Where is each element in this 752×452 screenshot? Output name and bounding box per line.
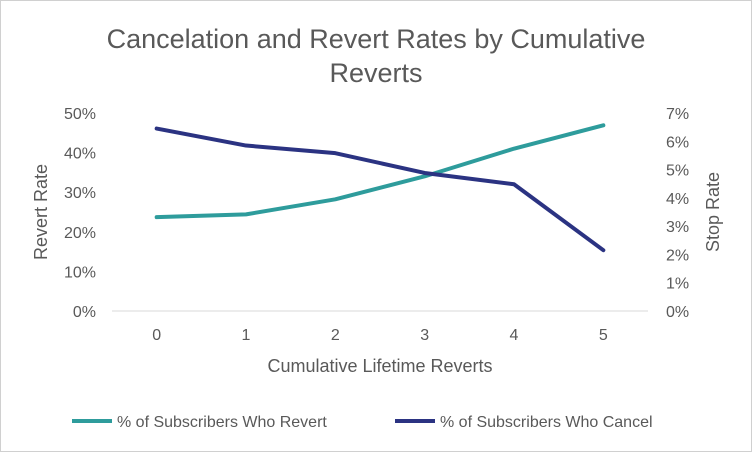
- y-left-tick-label: 20%: [64, 225, 96, 242]
- y-right-tick-label: 0%: [666, 304, 689, 321]
- series-line-cancel: [154, 126, 606, 253]
- x-axis-ticks: 0 1 2 3 4 5: [152, 327, 608, 344]
- series-line-revert: [154, 123, 606, 220]
- x-tick-label: 0: [152, 327, 161, 344]
- y-left-tick-label: 40%: [64, 146, 96, 163]
- y-right-tick-label: 5%: [666, 163, 689, 180]
- y-right-tick-label: 6%: [666, 134, 689, 151]
- legend-label-revert: % of Subscribers Who Revert: [117, 414, 327, 431]
- y-right-tick-label: 4%: [666, 191, 689, 208]
- x-tick-label: 2: [331, 327, 340, 344]
- y-axis-left-ticks: 0% 10% 20% 30% 40% 50%: [64, 106, 96, 321]
- x-tick-label: 5: [599, 327, 608, 344]
- y-axis-right-label: Stop Rate: [703, 172, 723, 252]
- y-right-tick-label: 7%: [666, 106, 689, 123]
- x-tick-label: 1: [242, 327, 251, 344]
- legend: % of Subscribers Who Revert % of Subscri…: [72, 414, 653, 431]
- y-left-tick-label: 50%: [64, 106, 96, 123]
- y-axis-left-label: Revert Rate: [31, 164, 51, 260]
- x-axis-label: Cumulative Lifetime Reverts: [267, 356, 492, 376]
- chart-title-line-1: Cancelation and Revert Rates by Cumulati…: [107, 24, 646, 54]
- y-left-tick-label: 0%: [73, 304, 96, 321]
- legend-label-cancel: % of Subscribers Who Cancel: [440, 414, 653, 431]
- y-right-tick-label: 3%: [666, 219, 689, 236]
- x-tick-label: 4: [510, 327, 519, 344]
- chart-title-line-2: Reverts: [329, 58, 422, 88]
- y-axis-right-ticks: 0% 1% 2% 3% 4% 5% 6% 7%: [666, 106, 689, 321]
- x-tick-label: 3: [420, 327, 429, 344]
- y-right-tick-label: 2%: [666, 247, 689, 264]
- y-left-tick-label: 30%: [64, 185, 96, 202]
- y-left-tick-label: 10%: [64, 264, 96, 281]
- y-right-tick-label: 1%: [666, 276, 689, 293]
